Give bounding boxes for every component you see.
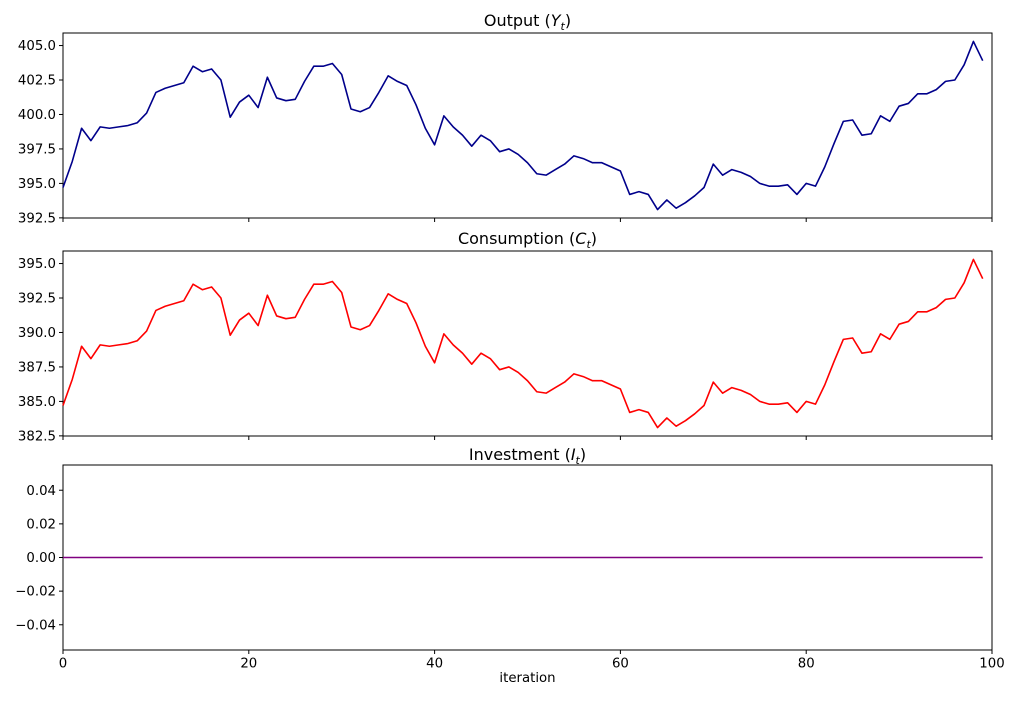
consumption-plot: 395.0 392.5 390.0 387.5 385.0 382.5 bbox=[18, 250, 993, 444]
title-text: ) bbox=[579, 445, 587, 464]
title-math-symbol: C bbox=[575, 229, 587, 248]
title-math-subscript: t bbox=[586, 238, 591, 252]
y-tick-label: 405.0 bbox=[18, 39, 56, 54]
output-plot: 405.0 402.5 400.0 397.5 395.0 392.5 bbox=[18, 32, 993, 226]
title-math-symbol: Y bbox=[550, 11, 561, 30]
x-axis-label: iteration bbox=[499, 671, 556, 686]
investment-plot: 0.04 0.02 0.00 −0.02 −0.04 0 20 40 60 80 100 bbox=[15, 464, 1005, 671]
y-tick-label: 395.0 bbox=[18, 257, 56, 272]
y-tick-label: 392.5 bbox=[18, 211, 56, 226]
y-tick-label: 0.02 bbox=[26, 517, 56, 532]
y-tick-label: 395.0 bbox=[18, 177, 56, 192]
y-tick-label: 385.0 bbox=[18, 395, 56, 410]
investment-chart-title: Investment (It) bbox=[63, 446, 992, 469]
y-tick-label: 387.5 bbox=[18, 361, 56, 376]
consumption-series-line bbox=[62, 258, 984, 429]
title-text: ) bbox=[590, 229, 598, 248]
y-tick-label: 392.5 bbox=[18, 292, 56, 307]
title-math-subscript: t bbox=[575, 454, 580, 468]
x-tick-label: 0 bbox=[59, 656, 67, 671]
consumption-chart-title: Consumption (Ct) bbox=[63, 230, 992, 253]
y-tick-label: 0.00 bbox=[26, 551, 56, 566]
title-math-symbol: I bbox=[570, 445, 576, 464]
output-chart-title: Output (Yt) bbox=[63, 12, 992, 35]
axes-frame bbox=[62, 32, 993, 219]
y-tick-label: 382.5 bbox=[18, 429, 56, 444]
x-tick-label: 60 bbox=[612, 656, 629, 671]
x-tick-label: 20 bbox=[240, 656, 257, 671]
y-tick-label: 400.0 bbox=[18, 108, 56, 123]
y-tick-label: −0.04 bbox=[15, 618, 56, 633]
output-series-line bbox=[62, 40, 984, 211]
y-tick-label: −0.02 bbox=[15, 585, 56, 600]
title-text: ) bbox=[564, 11, 572, 30]
x-tick-label: 80 bbox=[798, 656, 815, 671]
y-tick-label: 390.0 bbox=[18, 326, 56, 341]
title-text: Investment ( bbox=[468, 445, 571, 464]
y-tick-label: 0.04 bbox=[26, 484, 56, 499]
y-tick-label: 397.5 bbox=[18, 143, 56, 158]
title-math-subscript: t bbox=[560, 20, 565, 34]
y-tick-label: 402.5 bbox=[18, 74, 56, 89]
x-tick-label: 100 bbox=[979, 656, 1004, 671]
x-tick-label: 40 bbox=[426, 656, 443, 671]
axes-frame bbox=[62, 250, 993, 437]
title-text: Output ( bbox=[483, 11, 551, 30]
title-text: Consumption ( bbox=[457, 229, 576, 248]
